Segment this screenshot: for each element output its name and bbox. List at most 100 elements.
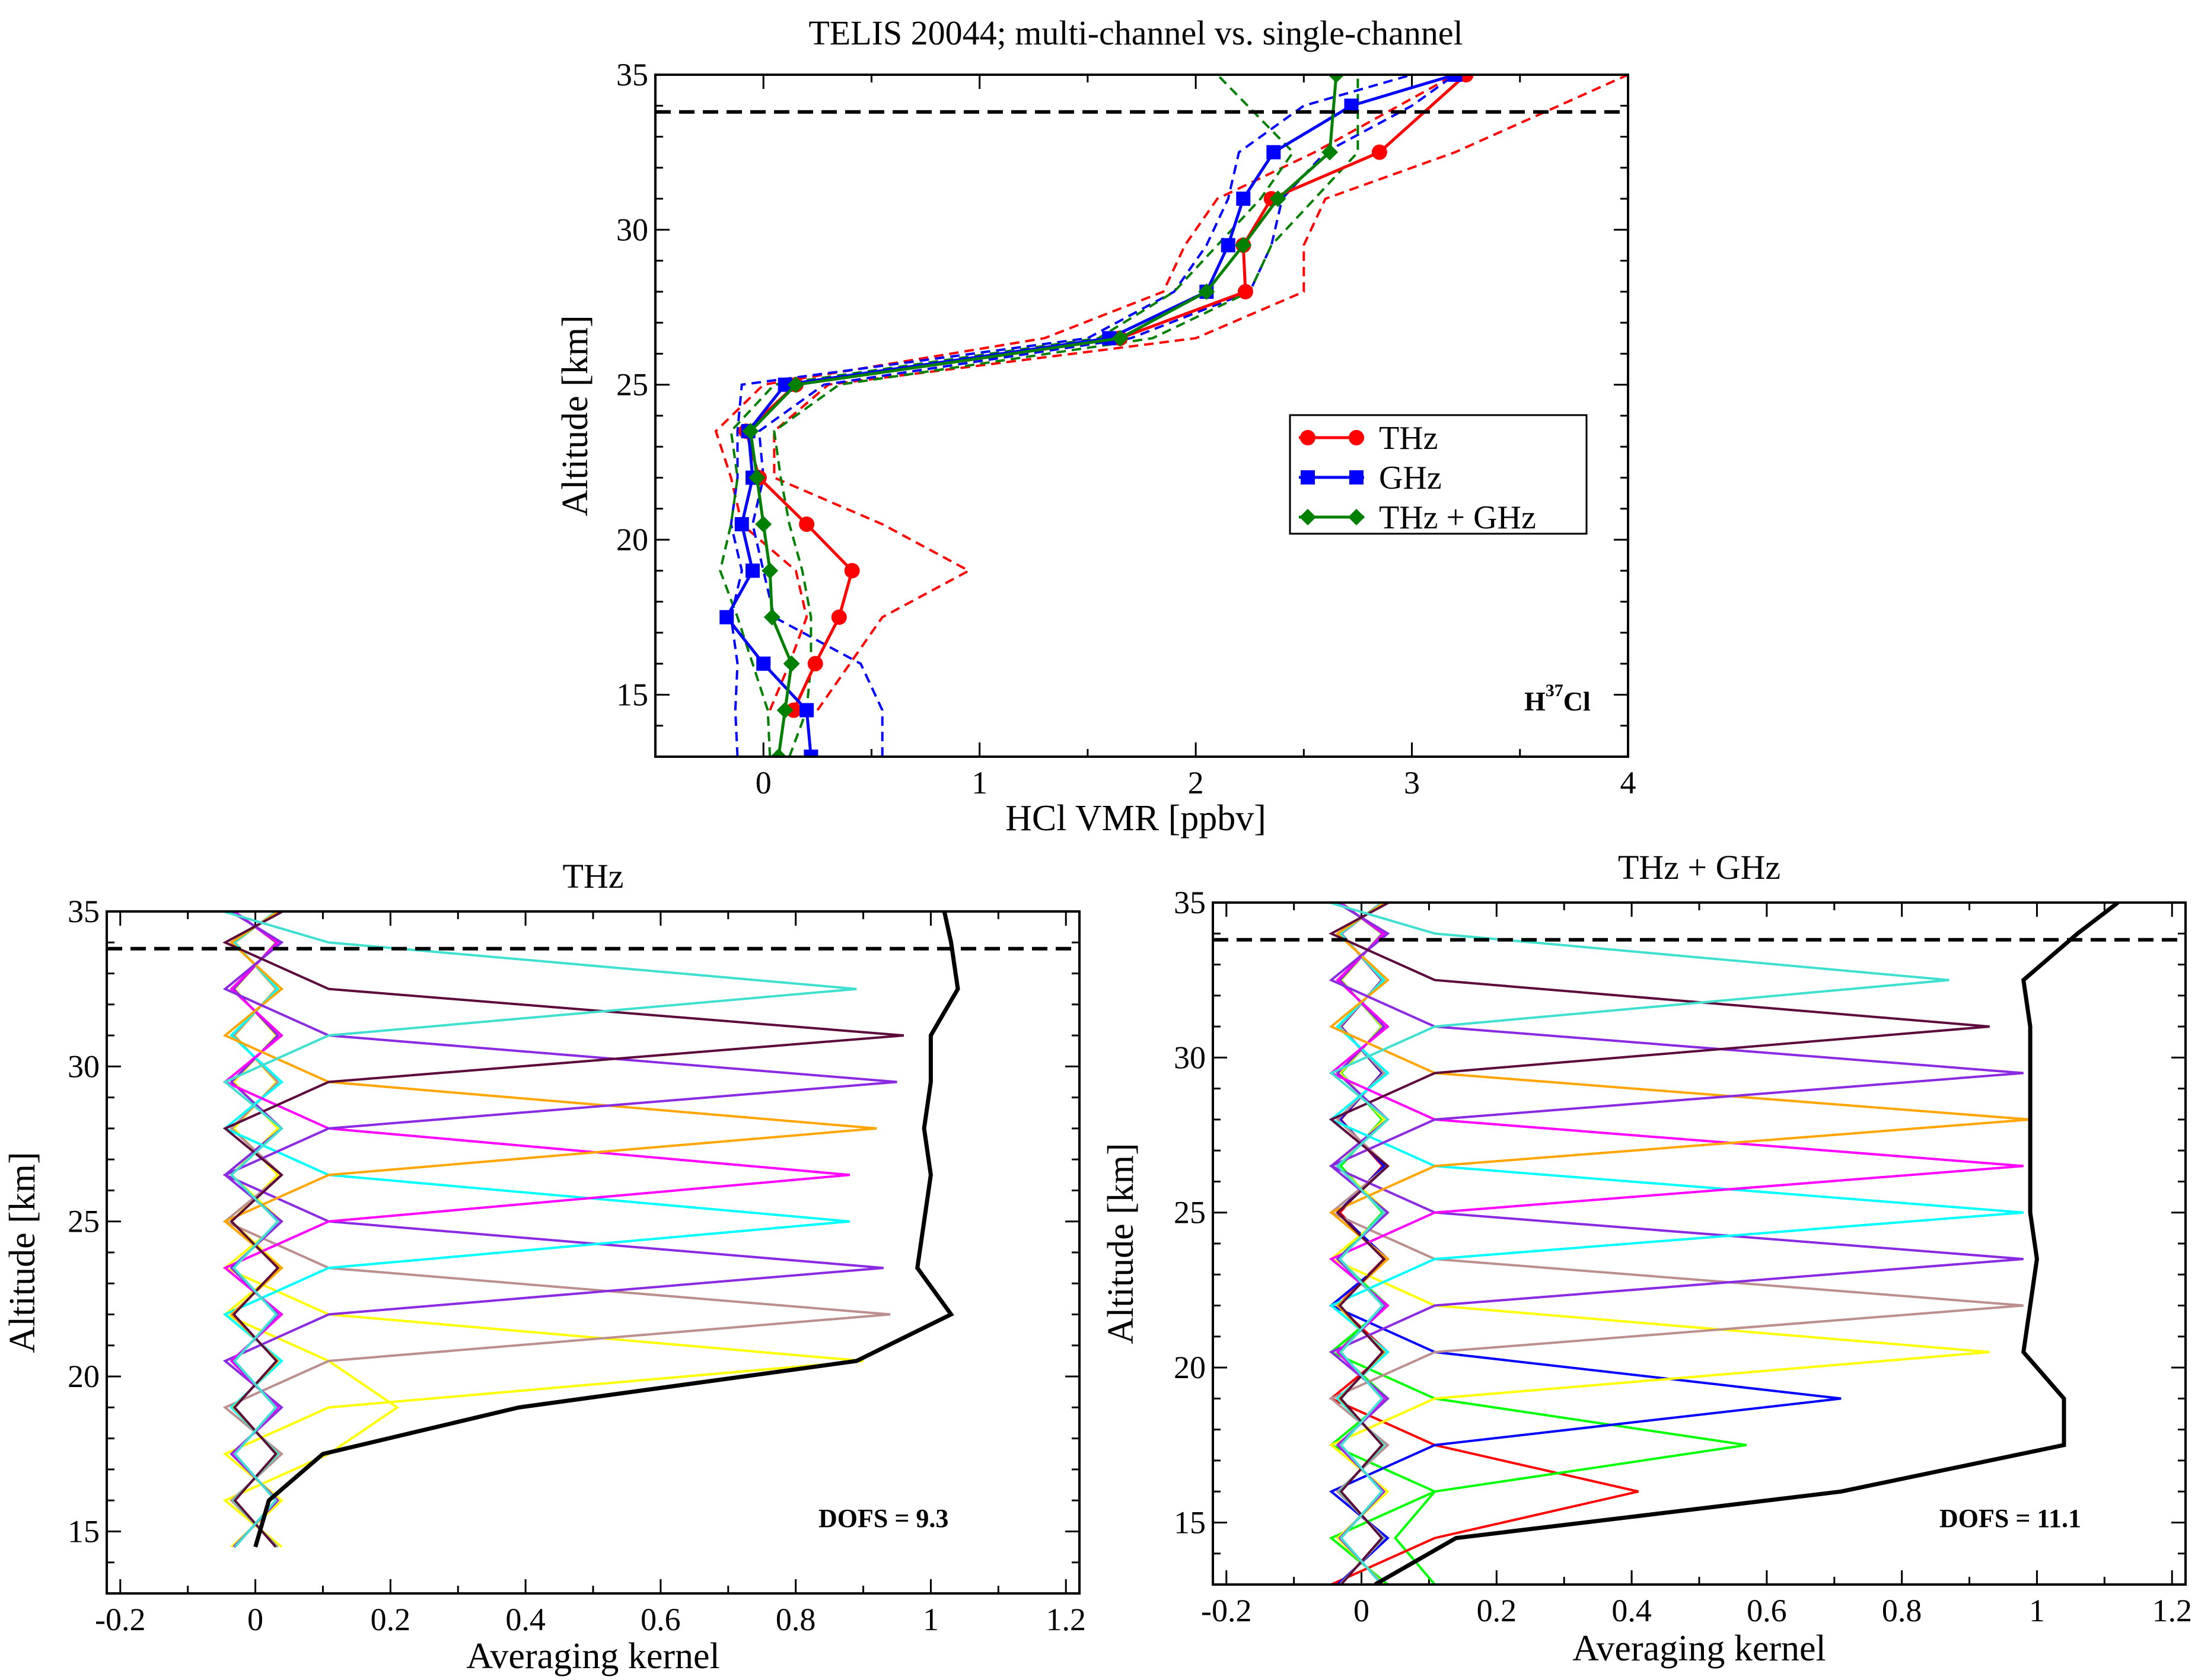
ak-combined-xtick-label: 1.2 <box>2152 1593 2192 1628</box>
profile-combined-point <box>763 608 781 626</box>
ak-combined-xtick-label: 0.6 <box>1747 1593 1787 1628</box>
ak-thz-sum-kernel-line <box>253 911 960 1548</box>
profile-xtick-label: 1 <box>971 765 987 801</box>
legend-thz-marker <box>1300 430 1315 445</box>
ak-combined-dofs: DOFS = 11.1 <box>1939 1504 2081 1533</box>
profile-ticks: 0 1 2 3 4 15 20 25 30 35 <box>616 57 1636 801</box>
profile-combined-point <box>762 562 779 579</box>
profile-lower-bound <box>719 75 1295 757</box>
molecule-annotation-main: H <box>1524 686 1546 716</box>
profile-thz-point <box>786 702 802 718</box>
profile-combined-point <box>1198 283 1215 300</box>
profile-xtick-label: 2 <box>1188 765 1204 801</box>
profile-thz-point <box>1371 144 1387 160</box>
ak-combined-ticks: -0.2 0 0.2 0.4 0.6 0.8 1 1.2 15 20 25 30 35 <box>1174 885 2192 1628</box>
ak-combined-kernel-line <box>1329 903 1842 1585</box>
profile-ghz-point <box>1266 145 1281 160</box>
ak-combined-xlabel: Averaging kernel <box>1572 1628 1826 1669</box>
profile-combined-point <box>787 376 804 393</box>
profile-title: TELIS 20044; multi-channel vs. single-ch… <box>808 14 1463 52</box>
profile-combined-point <box>1269 190 1286 208</box>
profile-upper-bound <box>773 75 1359 757</box>
profile-combined-point <box>776 702 794 719</box>
profile-thz-point <box>844 563 860 579</box>
profile-combined-point <box>748 469 766 486</box>
profile-xtick-label: 3 <box>1404 765 1420 801</box>
profile-xlabel: HCl VMR [ppbv] <box>1005 798 1266 839</box>
profile-ytick-label: 15 <box>616 677 648 712</box>
legend-ghz-marker <box>1349 470 1364 484</box>
ak-combined-ytick-label: 35 <box>1174 885 1206 920</box>
ak-combined-ytick-label: 30 <box>1174 1040 1206 1075</box>
profile-ghz-point <box>799 703 814 718</box>
legend-ghz-label: GHz <box>1379 460 1442 496</box>
ak-thz-ytick-label: 30 <box>68 1048 100 1084</box>
profile-series-line <box>725 75 1456 757</box>
profile-thz-point <box>831 609 847 625</box>
molecule-annotation: H37Cl <box>1524 681 1591 716</box>
profile-upper-bound <box>773 75 1628 711</box>
ak-combined-xtick-label: -0.2 <box>1201 1593 1251 1628</box>
profile-ghz-point <box>804 750 818 757</box>
ak-thz-xtick-label: 0.6 <box>641 1602 681 1637</box>
profile-series-line <box>748 75 1338 757</box>
profile-combined-point <box>1321 144 1339 161</box>
profile-ytick-label: 20 <box>616 522 648 557</box>
profile-combined-point <box>1328 75 1345 83</box>
ak-thz-xtick-label: 0.8 <box>776 1602 816 1637</box>
legend-thz-marker <box>1349 430 1364 445</box>
profile-combined-point <box>1235 237 1252 254</box>
profile-ylabel: Altitude [km] <box>555 315 595 516</box>
profile-ytick-label: 35 <box>616 57 648 93</box>
ak-combined-sum-kernel-line <box>1374 903 2120 1585</box>
legend-ghz-marker <box>1301 470 1315 484</box>
ak-combined-title: THz + GHz <box>1618 848 1780 887</box>
profile-lower-bound <box>714 75 1456 711</box>
ak-combined-frame <box>1212 901 2187 1586</box>
profile-ghz-point <box>719 610 734 624</box>
ak-thz-ytick-label: 35 <box>68 894 100 929</box>
ak-thz-xlabel: Averaging kernel <box>466 1636 720 1676</box>
ak-thz-ytick-label: 25 <box>68 1204 100 1239</box>
ak-combined-ytick-label: 25 <box>1174 1195 1206 1230</box>
profile-ytick-label: 30 <box>616 212 648 247</box>
profile-thz-point <box>1237 283 1253 299</box>
ak-thz-kernel-line <box>222 911 904 1548</box>
ak-thz-dofs: DOFS = 9.3 <box>818 1504 948 1533</box>
profile-xtick-label: 4 <box>1620 765 1636 801</box>
profile-ghz-point <box>746 563 760 578</box>
profile-thz-point <box>799 516 815 532</box>
profile-ytick-label: 25 <box>616 367 648 403</box>
ak-thz-ytick-label: 15 <box>68 1513 100 1549</box>
profile-plot-area <box>655 75 1628 757</box>
ak-thz-xtick-label: -0.2 <box>95 1602 145 1637</box>
profile-lower-bound <box>730 75 1413 757</box>
profile-ghz-point <box>756 656 771 671</box>
ak-combined-xtick-label: 1 <box>2029 1593 2045 1628</box>
ak-thz-ytick-label: 20 <box>68 1359 100 1394</box>
legend-combined-marker <box>1348 509 1365 525</box>
ak-combined-ytick-label: 20 <box>1174 1350 1206 1385</box>
legend-combined-label: THz + GHz <box>1379 499 1536 536</box>
profile-xtick-label: 0 <box>756 765 772 801</box>
ak-combined-ytick-label: 15 <box>1174 1504 1206 1540</box>
ak-thz-panel: THz -0.2 0 0.2 0.4 0.6 0.8 1 1.2 15 20 25 30 35 Aver… <box>2 857 1086 1676</box>
ak-combined-ylabel: Altitude [km] <box>1101 1143 1141 1344</box>
molecule-annotation-tail: Cl <box>1563 686 1591 716</box>
ak-thz-xtick-label: 0.4 <box>505 1602 546 1637</box>
ak-combined-xtick-label: 0 <box>1353 1593 1369 1628</box>
ak-thz-plot-area <box>107 911 1079 1548</box>
ak-thz-ticks: -0.2 0 0.2 0.4 0.6 0.8 1 1.2 15 20 25 30 35 <box>68 894 1086 1637</box>
ak-combined-xtick-label: 0.8 <box>1882 1593 1922 1628</box>
legend: THz GHz THz + GHz <box>1289 414 1588 536</box>
profile-ghz-point <box>1448 75 1463 82</box>
profile-frame <box>654 74 1629 758</box>
ak-combined-xtick-label: 0.2 <box>1477 1593 1517 1628</box>
profile-panel: TELIS 20044; multi-channel vs. single-ch… <box>555 14 1636 839</box>
ak-thz-xtick-label: 0.2 <box>371 1602 411 1637</box>
ak-thz-ylabel: Altitude [km] <box>2 1152 43 1353</box>
ak-combined-plot-area <box>1213 903 2186 1585</box>
profile-combined-point <box>783 655 800 672</box>
ak-combined-kernel-line <box>1329 903 1949 1585</box>
